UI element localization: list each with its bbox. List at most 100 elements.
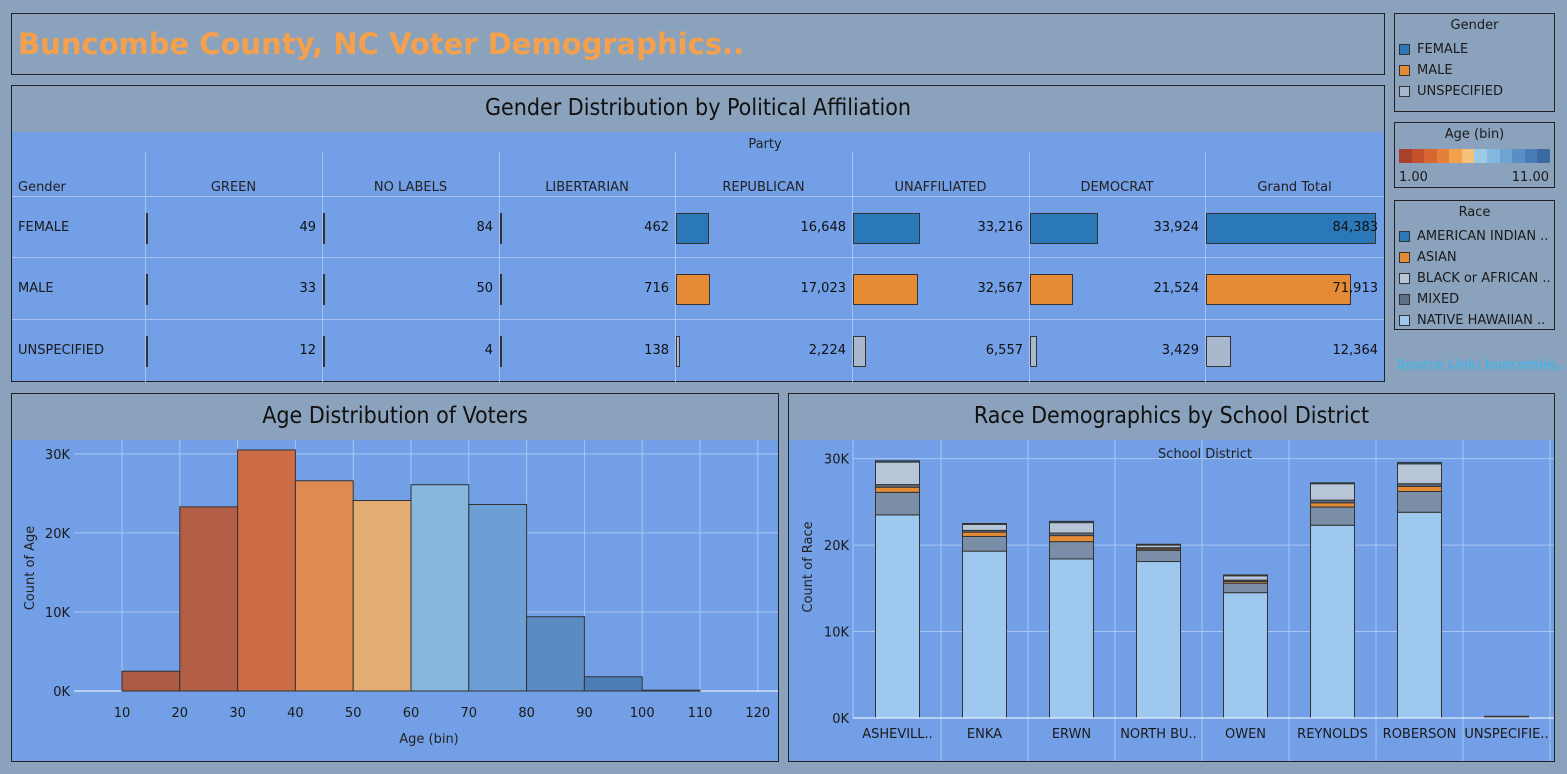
gender-value-label: 21,524: [1153, 281, 1200, 296]
race-legend-item[interactable]: MIXED: [1399, 290, 1459, 308]
column-header: LIBERTARIAN: [545, 180, 629, 195]
race-bar-segment: [962, 523, 1007, 531]
gender-row-label: MALE: [18, 281, 54, 296]
age-ramp-step: [1461, 149, 1475, 163]
race-bar-segment: [1049, 535, 1094, 543]
gender-bar: [853, 274, 919, 305]
age-distribution-panel: Age Distribution of Voters 0K 10K 20K 30K 10…: [11, 393, 779, 762]
gender-bar: [676, 274, 711, 305]
column-header: NO LABELS: [373, 180, 448, 195]
legend-swatch: [1399, 43, 1410, 55]
race-legend: Race AMERICAN INDIAN .. ASIAN BLACK or AFR…: [1394, 200, 1555, 330]
age-bar: [352, 500, 412, 692]
x-tick-label: 10: [114, 706, 131, 721]
race-legend-item[interactable]: ASIAN: [1399, 248, 1457, 266]
gender-value-label: 49: [299, 220, 316, 235]
column-divider: [675, 152, 676, 382]
y-axis-label: Count of Race: [801, 521, 816, 612]
race-bar-segment: [1136, 543, 1181, 546]
x-tick-label: 80: [518, 706, 535, 721]
legend-label: MIXED: [1417, 291, 1460, 307]
age-legend-title: Age (bin): [1444, 127, 1505, 142]
race-district-panel: Race Demographics by School District Sch…: [788, 393, 1555, 762]
race-legend-item[interactable]: NATIVE HAWAIIAN ..: [1399, 311, 1545, 329]
gender-value-label: 6,557: [985, 343, 1023, 358]
race-bar-segment: [1049, 522, 1094, 534]
x-tick-label: 40: [287, 706, 304, 721]
gender-value-label: 71,913: [1332, 281, 1379, 296]
y-tick-label: 10K: [45, 606, 71, 621]
gender-value-label: 32,567: [977, 281, 1024, 296]
race-bar-segment: [1310, 483, 1355, 501]
category-label: ROBERSON: [1383, 727, 1457, 742]
legend-label: NATIVE HAWAIIAN ..: [1417, 312, 1546, 328]
gender-legend-item[interactable]: MALE: [1399, 61, 1453, 79]
source-link[interactable]: Source Link: buncombe..: [1397, 357, 1565, 371]
gender-party-title: Gender Distribution by Political Affilia…: [12, 86, 1384, 132]
gender-bar: [500, 336, 502, 367]
x-tick-label: 70: [461, 706, 478, 721]
gender-value-label: 138: [644, 343, 669, 358]
gender-bar: [1030, 213, 1098, 244]
legend-label: UNSPECIFIED: [1417, 83, 1503, 99]
legend-swatch: [1399, 251, 1410, 263]
gender-bar: [500, 213, 502, 244]
race-bar-segment: [875, 514, 920, 719]
legend-swatch: [1399, 85, 1410, 97]
column-divider: [852, 152, 853, 382]
age-bar: [583, 676, 643, 692]
age-bar: [294, 480, 354, 692]
age-bar: [526, 616, 585, 692]
gender-bar: [676, 336, 681, 367]
race-legend-item[interactable]: AMERICAN INDIAN ..: [1399, 227, 1548, 245]
legend-swatch: [1399, 64, 1410, 76]
legend-label: ASIAN: [1417, 249, 1457, 265]
race-legend-item[interactable]: BLACK or AFRICAN ..: [1399, 269, 1551, 287]
gender-row-label: UNSPECIFIED: [18, 343, 104, 358]
gender-value-label: 3,429: [1161, 343, 1199, 358]
gender-value-label: 12,364: [1332, 343, 1379, 358]
age-legend-min: 1.00: [1399, 170, 1428, 185]
y-tick-label: 20K: [45, 527, 71, 542]
race-bar-segment: [962, 550, 1007, 719]
race-bar-segment: [1397, 485, 1442, 492]
race-bar-segment: [875, 460, 920, 463]
gender-legend-item[interactable]: FEMALE: [1399, 40, 1468, 58]
column-header: Grand Total: [1257, 180, 1332, 195]
race-bar-segment: [875, 491, 920, 516]
race-bar-segment: [1049, 520, 1094, 524]
gender-bar: [146, 213, 148, 244]
age-ramp-step: [1474, 149, 1488, 163]
y-tick-label: 0K: [53, 685, 70, 700]
race-bar-segment: [1049, 541, 1094, 560]
gender-bar: [1206, 274, 1351, 305]
gender-party-panel: Gender Distribution by Political Affilia…: [11, 85, 1385, 382]
age-bar: [121, 670, 181, 692]
gender-value-label: 33: [299, 281, 316, 296]
gender-row-header: Gender: [18, 180, 66, 195]
gender-legend-title: Gender: [1450, 18, 1499, 33]
gender-bar: [1206, 336, 1231, 367]
race-bar-segment: [1397, 462, 1442, 465]
column-divider: [499, 152, 500, 382]
race-bar-segment: [1484, 715, 1529, 718]
gender-value-label: 50: [476, 281, 493, 296]
category-label: REYNOLDS: [1297, 727, 1368, 742]
age-ramp-step: [1449, 149, 1462, 163]
age-chart-title: Age Distribution of Voters: [12, 394, 778, 440]
gender-bar: [146, 274, 148, 305]
age-bar: [179, 506, 239, 692]
age-histogram-chart: 0K 10K 20K 30K 10 20 30 40 50 60 70 80 90 100 110 120 Ag…: [23, 440, 778, 747]
x-tick-label: 60: [403, 706, 420, 721]
column-header: DEMOCRAT: [1080, 180, 1154, 195]
race-bar-segment: [1223, 582, 1268, 594]
category-label: NORTH BU..: [1120, 727, 1197, 742]
category-label: ERWN: [1052, 727, 1091, 742]
gender-legend-item[interactable]: UNSPECIFIED: [1399, 82, 1503, 100]
gender-bar: [853, 336, 867, 367]
gender-value-label: 84: [476, 220, 493, 235]
race-bar-segment: [1136, 549, 1181, 563]
x-tick-label: 50: [345, 706, 362, 721]
gender-bar: [500, 274, 502, 305]
gender-value-label: 33,216: [977, 220, 1024, 235]
